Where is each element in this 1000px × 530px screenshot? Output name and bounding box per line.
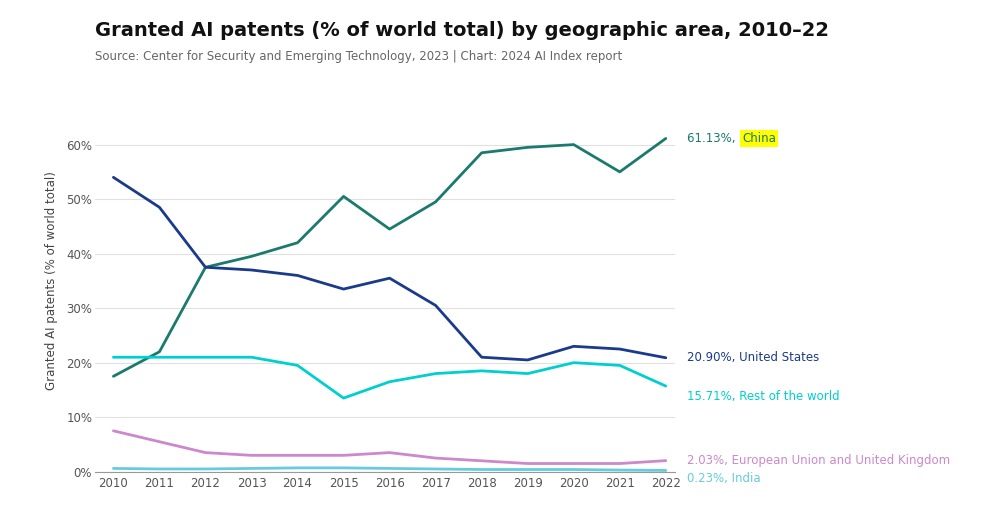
Text: China: China xyxy=(742,132,776,145)
Text: 15.71%, Rest of the world: 15.71%, Rest of the world xyxy=(687,391,840,403)
Text: 61.13%,: 61.13%, xyxy=(687,132,739,145)
Text: Granted AI patents (% of world total) by geographic area, 2010–22: Granted AI patents (% of world total) by… xyxy=(95,21,829,40)
Text: Source: Center for Security and Emerging Technology, 2023 | Chart: 2024 AI Index: Source: Center for Security and Emerging… xyxy=(95,50,622,64)
Y-axis label: Granted AI patents (% of world total): Granted AI patents (% of world total) xyxy=(45,172,58,390)
Text: 2.03%, European Union and United Kingdom: 2.03%, European Union and United Kingdom xyxy=(687,454,950,467)
Text: 20.90%, United States: 20.90%, United States xyxy=(687,351,819,364)
Text: 0.23%, India: 0.23%, India xyxy=(687,472,761,485)
